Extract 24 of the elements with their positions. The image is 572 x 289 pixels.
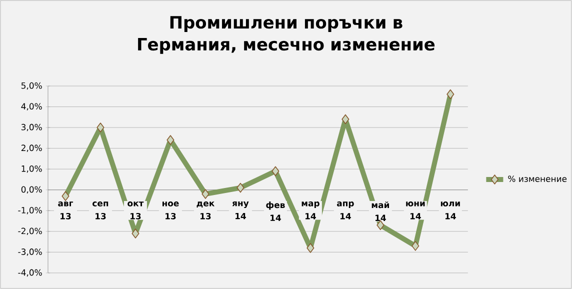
x-tick-label: мар 14: [302, 202, 320, 220]
x-tick-label: сеп 13: [92, 202, 108, 220]
y-tick-label: 2,0%: [21, 144, 42, 152]
x-tick-label: юни 14: [406, 202, 425, 220]
x-tick-label: дек 13: [196, 202, 215, 220]
x-tick-label: яну 14: [232, 202, 249, 220]
y-tick-label: 1,0%: [22, 165, 42, 173]
legend-label: % изменение: [508, 176, 567, 182]
y-tick-label: 5,0%: [22, 82, 42, 90]
x-tick-label: юли 14: [440, 202, 460, 220]
y-tick-label: -4,0%: [18, 269, 42, 277]
y-tick-label: 4,0%: [21, 103, 42, 110]
x-tick-label: окт 13: [128, 202, 144, 220]
x-tick-label: фев 14: [266, 202, 285, 221]
x-tick-label: апр 14: [336, 202, 354, 220]
x-tick-label: ное 13: [162, 202, 179, 220]
y-tick-label: -1,0%: [18, 207, 42, 214]
y-tick-label: 3,0%: [21, 124, 42, 132]
chart-title: Промишлени поръчки в Германия, месечно изменение: [138, 16, 435, 54]
y-tick-label: -3,0%: [18, 248, 42, 256]
y-tick-label: 0,0%: [21, 186, 42, 194]
x-tick-label: авг 13: [58, 202, 74, 220]
y-tick-label: -2,0%: [18, 228, 42, 236]
x-tick-label: май 14: [372, 202, 389, 222]
